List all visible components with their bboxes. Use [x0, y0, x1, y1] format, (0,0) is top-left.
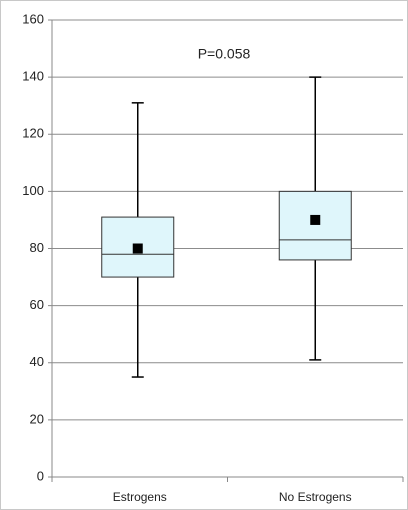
y-tick-label: 60	[30, 297, 44, 312]
y-tick-label: 140	[22, 69, 44, 84]
x-tick-label: Estrogens	[113, 490, 167, 504]
annotation: P=0.058	[198, 46, 251, 62]
y-tick-label: 40	[30, 354, 44, 369]
x-tick-label: No Estrogens	[279, 490, 352, 504]
y-tick-label: 120	[22, 126, 44, 141]
y-tick-label: 160	[22, 11, 44, 26]
y-tick-label: 80	[30, 240, 44, 255]
mean-marker	[132, 243, 143, 254]
y-tick-label: 20	[30, 411, 44, 426]
mean-marker	[310, 214, 321, 225]
box	[278, 190, 352, 261]
y-tick-label: 0	[37, 468, 44, 483]
y-tick-label: 100	[22, 183, 44, 198]
